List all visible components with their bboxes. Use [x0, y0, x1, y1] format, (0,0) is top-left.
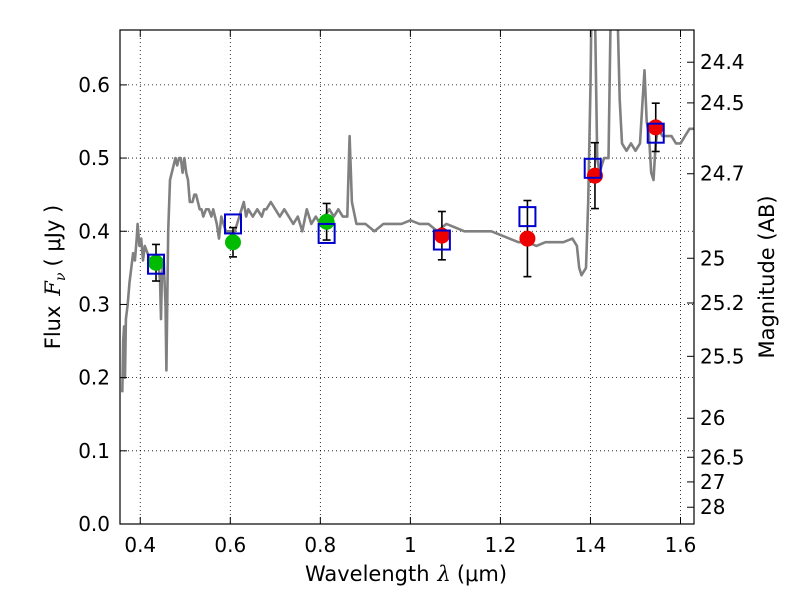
- magnitude-tick-label: 27: [700, 470, 725, 494]
- observed-point-optical: [148, 254, 165, 271]
- magnitude-tick-label: 25: [700, 246, 725, 270]
- model-photometry-marker: [223, 213, 242, 235]
- model-photometry-marker: [147, 253, 166, 275]
- y-axis-label: FluxFν( μJy ): [41, 205, 69, 349]
- magnitude-tick-label: 28: [700, 495, 725, 519]
- grid: [120, 30, 694, 525]
- y2-axis-label: Magnitude (AB): [755, 195, 779, 358]
- x-tick-label: 1.4: [575, 533, 607, 557]
- observed-point-nir: [586, 167, 603, 184]
- observed-point-nir: [519, 230, 536, 247]
- x-axis-label: Wavelength λ (μm): [305, 562, 507, 586]
- axes: 0.4 0.6 0.8 1 1.2 1.4 1.6 0.0 0.1 0.2 0.3 0.4 0.5 0.6…: [78, 30, 745, 557]
- x-tick-label: 0.4: [124, 533, 156, 557]
- y-tick-label: 0.6: [78, 73, 110, 97]
- magnitude-tick-label: 25.5: [700, 344, 745, 368]
- x-tick-label: 1: [404, 533, 417, 557]
- magnitude-tick-label: 26.5: [700, 445, 745, 469]
- y-tick-label: 0.3: [78, 292, 110, 316]
- plot-area: [121, 30, 694, 393]
- x-tick-label: 0.8: [304, 533, 336, 557]
- magnitude-tick-label: 24.7: [700, 162, 745, 186]
- observed-point-optical: [224, 234, 241, 251]
- y-tick-label: 0.2: [78, 366, 110, 390]
- magnitude-tick-label: 24.5: [700, 91, 745, 115]
- y-tick-label: 0.5: [78, 146, 110, 170]
- magnitude-tick-label: 25.2: [700, 291, 745, 315]
- x-tick-label: 1.2: [485, 533, 517, 557]
- model-photometry-marker: [518, 206, 537, 228]
- y-tick-label: 0.0: [78, 512, 110, 536]
- observed-point-optical: [318, 213, 335, 230]
- x-tick-label: 1.6: [665, 533, 697, 557]
- model-photometry-marker: [432, 229, 451, 251]
- y-tick-label: 0.1: [78, 439, 110, 463]
- model-photometry-marker: [646, 122, 665, 144]
- model-photometry-marker: [317, 222, 336, 244]
- plot-frame: [119, 29, 695, 525]
- magnitude-tick-label: 24.4: [700, 50, 745, 74]
- observed-point-nir: [647, 119, 664, 136]
- sed-model-curve: [121, 30, 694, 393]
- model-photometry-marker: [583, 157, 602, 179]
- y-tick-label: 0.4: [78, 219, 110, 243]
- magnitude-tick-label: 26: [700, 406, 725, 430]
- x-tick-label: 0.6: [214, 533, 246, 557]
